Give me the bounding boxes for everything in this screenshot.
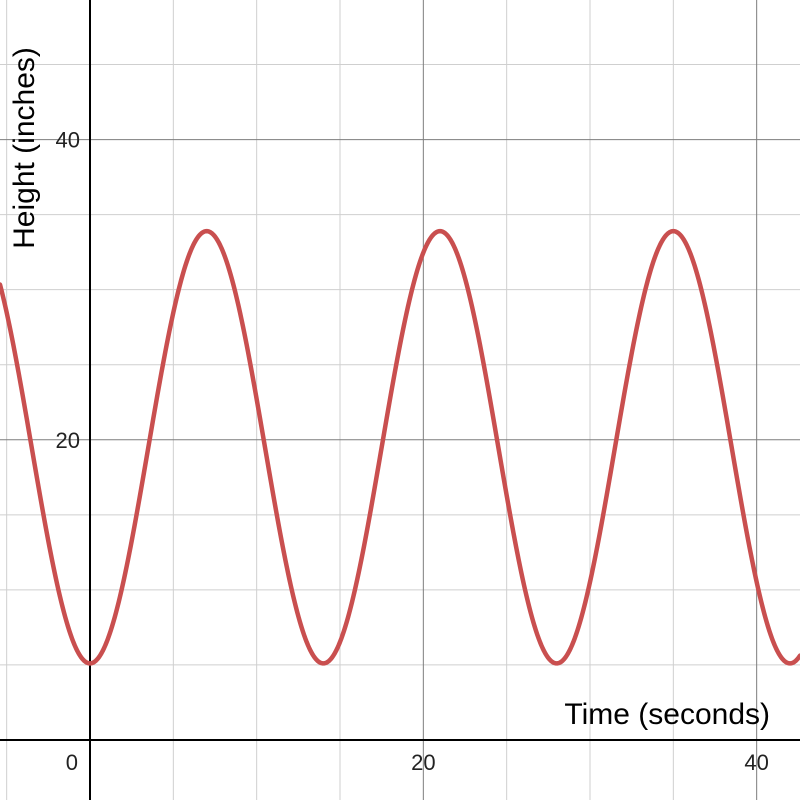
series (0, 228, 800, 666)
y-axis-label: Height (inches) (8, 47, 41, 249)
x-tick-label: 0 (66, 750, 78, 775)
y-tick-label: 20 (56, 428, 80, 453)
x-tick-label: 20 (411, 750, 435, 775)
series-line-0 (0, 228, 800, 666)
y-tick-label: 40 (56, 128, 80, 153)
x-axis-label: Time (seconds) (564, 698, 770, 731)
x-tick-labels: 0 20 40 (66, 750, 769, 775)
x-tick-label: 40 (744, 750, 768, 775)
